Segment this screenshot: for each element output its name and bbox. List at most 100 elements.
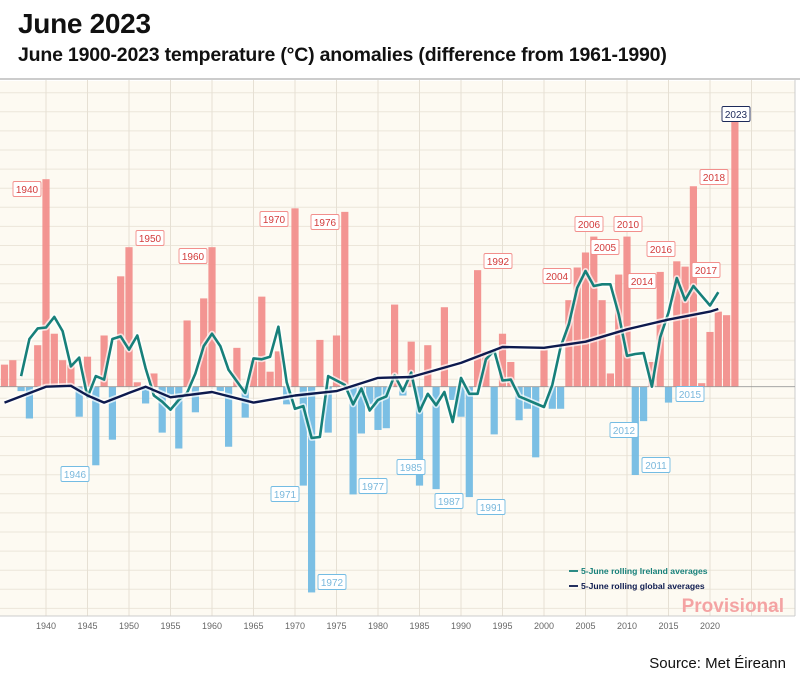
bar-1941	[50, 333, 58, 387]
year-label-text: 1940	[16, 185, 39, 196]
year-label-1991: 1991	[476, 499, 506, 515]
year-label-text: 1950	[139, 234, 162, 245]
year-label-1946: 1946	[60, 466, 90, 482]
bar-1949	[117, 276, 125, 387]
x-tick-label: 1955	[160, 621, 180, 631]
bar-2002	[557, 386, 565, 409]
year-label-box	[574, 216, 604, 232]
x-tick-label: 1970	[285, 621, 305, 631]
bar-1971	[299, 386, 307, 486]
year-label-box	[675, 386, 705, 402]
year-label-2017: 2017	[691, 262, 721, 278]
year-label-1976: 1976	[310, 214, 340, 230]
year-label-text: 1960	[182, 252, 205, 263]
year-label-box	[310, 214, 340, 230]
bar-1960	[208, 247, 216, 387]
year-label-1970: 1970	[259, 211, 289, 227]
bar-1988	[440, 307, 448, 387]
year-label-box	[135, 230, 165, 246]
year-label-1950: 1950	[135, 230, 165, 246]
year-label-2010: 2010	[613, 216, 643, 232]
year-label-1987: 1987	[434, 493, 464, 509]
chart-title: June 2023	[18, 8, 151, 39]
year-label-text: 2017	[695, 266, 718, 277]
bar-2022	[723, 315, 731, 387]
year-label-2005: 2005	[590, 239, 620, 255]
year-label-box	[476, 499, 506, 515]
year-label-1977: 1977	[358, 478, 388, 494]
bar-2015	[664, 386, 673, 403]
year-label-text: 1977	[362, 482, 385, 493]
bar-2007	[598, 300, 606, 387]
bar-1951	[133, 382, 141, 387]
year-label-box	[396, 459, 426, 475]
bar-1977	[349, 386, 357, 495]
bar-1937	[17, 386, 25, 392]
bar-2005	[581, 252, 590, 387]
bar-1935	[0, 364, 9, 387]
provisional-watermark: Provisional	[682, 596, 784, 617]
bar-1975	[332, 335, 341, 387]
x-tick-label: 2015	[658, 621, 678, 631]
year-label-box	[434, 493, 464, 509]
bar-1968	[274, 351, 282, 387]
bar-1953	[150, 373, 158, 387]
bar-1967	[266, 371, 274, 387]
bar-1976	[341, 211, 349, 387]
year-label-1985: 1985	[396, 459, 426, 475]
x-tick-label: 1990	[451, 621, 471, 631]
bar-1996	[507, 361, 515, 387]
bar-1995	[498, 333, 507, 387]
ireland-rolling-line	[19, 269, 720, 440]
year-label-2016: 2016	[646, 241, 676, 257]
bar-1940	[42, 179, 50, 387]
year-label-text: 2010	[617, 220, 640, 231]
year-label-2015: 2015	[675, 386, 705, 402]
legend-label-1: 5-June rolling global averages	[581, 581, 705, 591]
bar-1942	[59, 360, 67, 387]
bar-1991	[465, 386, 473, 498]
year-label-box	[270, 486, 300, 502]
year-label-text: 2014	[631, 277, 654, 288]
year-label-2018: 2018	[699, 169, 729, 185]
bar-1994	[490, 386, 498, 435]
year-label-box	[627, 273, 657, 289]
year-label-text: 2006	[578, 220, 601, 231]
year-label-box	[259, 211, 289, 227]
bar-2021	[714, 311, 722, 387]
bar-1970	[291, 208, 299, 387]
year-label-text: 1991	[480, 503, 503, 514]
year-label-1940: 1940	[12, 181, 42, 197]
x-tick-label: 1940	[36, 621, 56, 631]
bar-2020	[706, 331, 714, 387]
legend-label-0: 5-June rolling Ireland averages	[581, 566, 708, 576]
bar-1990	[457, 386, 465, 417]
year-label-1971: 1971	[270, 486, 300, 502]
x-tick-label: 1950	[119, 621, 139, 631]
bar-1985	[415, 386, 424, 486]
bar-2017	[681, 266, 689, 387]
source-note: Source: Met Éireann	[649, 655, 786, 672]
bar-1938	[25, 386, 33, 419]
bar-1961	[216, 386, 224, 392]
year-label-box	[317, 574, 347, 590]
bar-1947	[100, 335, 108, 387]
bar-1978	[357, 386, 365, 434]
year-label-text: 2016	[650, 245, 673, 256]
year-label-2023: 2023	[721, 106, 751, 122]
bar-2016	[673, 261, 681, 387]
year-label-2014: 2014	[627, 273, 657, 289]
bar-2004	[573, 267, 581, 387]
bar-1987	[432, 386, 440, 490]
year-label-text: 1985	[400, 463, 423, 474]
bar-1958	[191, 386, 199, 413]
bar-1946	[92, 386, 100, 466]
year-label-box	[60, 466, 90, 482]
bar-1945	[83, 356, 92, 387]
bar-1992	[474, 270, 482, 387]
bar-1986	[424, 345, 432, 387]
bar-2010	[623, 236, 631, 387]
chart-subtitle: June 1900-2023 temperature (°C) anomalie…	[18, 44, 667, 66]
bar-1936	[9, 360, 17, 387]
global-rolling-line	[4, 307, 719, 404]
